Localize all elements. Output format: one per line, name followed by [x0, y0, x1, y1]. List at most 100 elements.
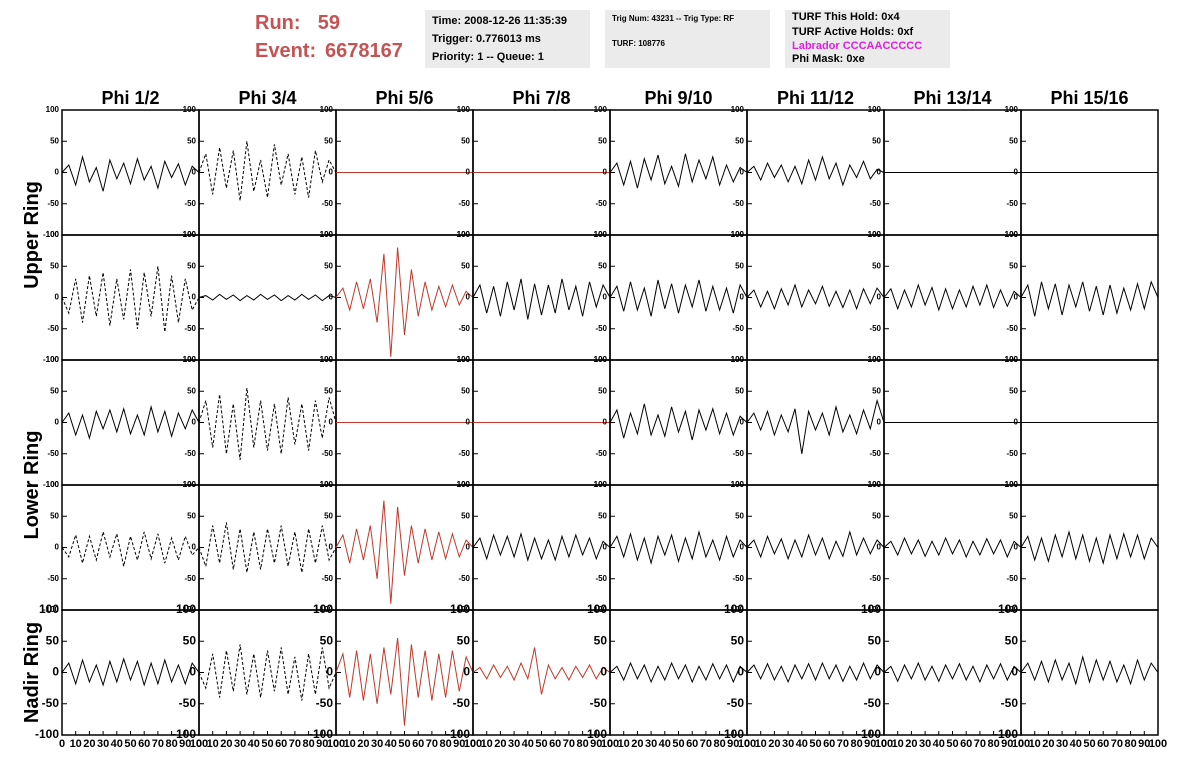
y-tick-label: 100: [594, 230, 608, 239]
y-tick-label: -100: [446, 727, 470, 741]
y-tick-label: -100: [994, 727, 1018, 741]
y-tick-label: 0: [192, 168, 197, 177]
y-tick-label: 0: [740, 293, 745, 302]
y-tick-label: 100: [868, 105, 882, 114]
x-tick-label: 60: [960, 738, 972, 750]
y-tick-label: 100: [39, 602, 59, 616]
y-tick-label: 0: [189, 665, 196, 679]
y-tick-label: 0: [329, 418, 334, 427]
x-tick-label: 100: [1012, 738, 1030, 750]
y-tick-label: -50: [1006, 574, 1018, 583]
y-tick-label: 100: [731, 480, 745, 489]
x-tick-label: 70: [152, 738, 164, 750]
y-tick-label: -50: [1006, 324, 1018, 333]
x-tick-label: 60: [549, 738, 561, 750]
waveform: [883, 283, 1022, 312]
x-tick-label: 70: [1111, 738, 1123, 750]
panel-frame: [335, 609, 474, 736]
waveform: [61, 531, 200, 567]
waveform: [472, 531, 611, 562]
x-tick-label: 80: [576, 738, 588, 750]
y-tick-label: -100: [857, 727, 881, 741]
panel-frame: [198, 109, 337, 236]
x-tick-label: 40: [659, 738, 671, 750]
waveform: [883, 536, 1022, 559]
y-tick-label: 50: [50, 261, 59, 270]
y-tick-label: -100: [43, 605, 60, 614]
y-tick-label: -50: [732, 574, 744, 583]
y-tick-label: 50: [461, 136, 470, 145]
x-tick-label: 30: [645, 738, 657, 750]
y-tick-label: -50: [1006, 199, 1018, 208]
waveform: [746, 283, 885, 311]
waveform: [609, 661, 748, 684]
waveform: [609, 529, 748, 566]
x-tick-label: 40: [1070, 738, 1082, 750]
event-value: 6678167: [325, 40, 403, 62]
panel-frame: [746, 359, 885, 486]
y-tick-label: 50: [1009, 261, 1018, 270]
y-tick-label: -50: [47, 324, 59, 333]
x-tick-label: 50: [672, 738, 684, 750]
y-tick-label: 0: [740, 168, 745, 177]
y-tick-label: 0: [737, 665, 744, 679]
x-tick-label: 90: [316, 738, 328, 750]
panel-frame: [198, 359, 337, 486]
y-tick-label: 100: [450, 602, 470, 616]
y-tick-label: -50: [458, 574, 470, 583]
x-tick-label: 80: [987, 738, 999, 750]
y-tick-label: 100: [594, 480, 608, 489]
info-box: [425, 10, 590, 68]
x-tick-label: 10: [618, 738, 630, 750]
x-tick-label: 70: [974, 738, 986, 750]
y-tick-label: 0: [466, 418, 471, 427]
y-tick-label: 0: [1011, 665, 1018, 679]
y-tick-label: 100: [1005, 355, 1019, 364]
x-tick-label: 30: [1056, 738, 1068, 750]
x-tick-label: 80: [850, 738, 862, 750]
y-tick-label: -50: [184, 574, 196, 583]
y-tick-label: -50: [732, 324, 744, 333]
y-tick-label: 0: [329, 543, 334, 552]
panel-frame: [1020, 609, 1159, 736]
y-tick-label: 100: [1005, 105, 1019, 114]
ring-label: Upper Ring: [21, 181, 43, 289]
y-tick-label: -100: [43, 230, 60, 239]
y-tick-label: 0: [192, 543, 197, 552]
y-tick-label: 0: [192, 293, 197, 302]
waveform: [61, 154, 200, 192]
y-tick-label: -50: [47, 574, 59, 583]
y-tick-label: -50: [1006, 449, 1018, 458]
y-tick-label: 0: [55, 418, 60, 427]
y-tick-label: 100: [731, 105, 745, 114]
y-tick-label: 100: [46, 105, 60, 114]
info-text: TURF: 108776: [612, 39, 665, 48]
panel-frame: [746, 109, 885, 236]
panel-frame: [746, 484, 885, 611]
y-tick-label: 50: [187, 386, 196, 395]
y-tick-label: 100: [457, 355, 471, 364]
y-tick-label: 0: [740, 543, 745, 552]
y-tick-label: 50: [598, 261, 607, 270]
y-tick-label: 50: [872, 386, 881, 395]
panel-frame: [335, 484, 474, 611]
y-tick-label: 0: [466, 168, 471, 177]
panel-frame: [61, 109, 200, 236]
y-tick-label: 100: [183, 105, 197, 114]
info-text: Trigger: 0.776013 ms: [432, 33, 541, 45]
y-tick-label: 100: [868, 355, 882, 364]
x-tick-label: 50: [398, 738, 410, 750]
column-header: Phi 1/2: [101, 88, 159, 108]
y-tick-label: 100: [457, 230, 471, 239]
waveform: [335, 638, 474, 726]
waveform: [472, 278, 611, 320]
x-tick-label: 10: [70, 738, 82, 750]
waveform: [883, 661, 1022, 684]
y-tick-label: -50: [458, 199, 470, 208]
y-tick-label: 50: [598, 136, 607, 145]
panel-frame: [61, 359, 200, 486]
y-tick-label: 0: [1014, 168, 1019, 177]
waveform: [609, 153, 748, 189]
panel-frame: [198, 484, 337, 611]
y-tick-label: 50: [50, 511, 59, 520]
